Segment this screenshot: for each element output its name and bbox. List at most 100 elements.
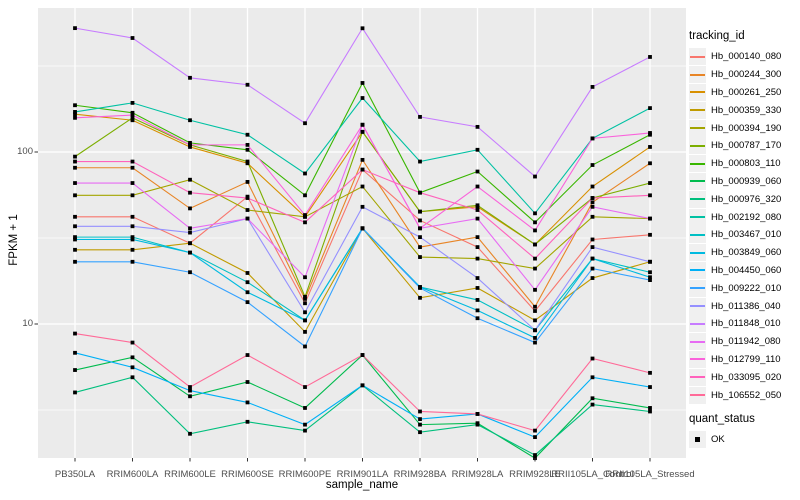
x-axis-title: sample_name (325, 479, 399, 491)
data-point (130, 355, 135, 360)
legend-item-Hb_000140_080: Hb_000140_080 (689, 48, 799, 66)
data-point (360, 184, 365, 189)
data-point (590, 266, 595, 271)
data-point (648, 55, 652, 59)
data-point (475, 256, 480, 261)
data-point (303, 213, 307, 217)
legend-item-Hb_000394_190: Hb_000394_190 (689, 119, 799, 137)
data-point (648, 370, 652, 375)
legend-item-label: Hb_000359_330 (711, 104, 782, 116)
data-point (475, 316, 480, 321)
data-point (303, 171, 307, 176)
data-point (475, 124, 480, 129)
data-point (418, 218, 422, 223)
legend-item-label: Hb_000244_300 (711, 69, 782, 81)
x-tick-label: RRIM600SE (221, 469, 274, 480)
legend-item-label: Hb_000787_170 (711, 140, 782, 152)
data-point (648, 275, 652, 280)
data-point (188, 431, 192, 436)
x-tick-label: RRII105LA_Stressed (605, 469, 695, 480)
data-point (590, 402, 595, 407)
data-point (533, 228, 537, 233)
data-point (73, 214, 77, 219)
legend-title-quant-status: quant_status (689, 412, 755, 425)
data-point (533, 309, 537, 313)
line-color-key-icon (689, 172, 706, 190)
data-point (73, 110, 77, 114)
legend-item-Hb_000803_110: Hb_000803_110 (689, 155, 799, 173)
data-point (360, 353, 365, 357)
data-point (648, 145, 652, 149)
legend-item-Hb_003467_010: Hb_003467_010 (689, 226, 799, 244)
data-point (648, 270, 652, 275)
legend-item-Hb_000976_320: Hb_000976_320 (689, 190, 799, 208)
data-point (73, 331, 77, 336)
data-point (360, 383, 365, 388)
data-point (590, 204, 595, 209)
data-point (418, 409, 422, 414)
line-color-key-icon (689, 48, 706, 66)
data-point (245, 147, 250, 152)
line-color-key-icon (689, 315, 706, 333)
data-point (73, 368, 77, 372)
data-point (648, 216, 652, 221)
legend-item-Hb_000244_300: Hb_000244_300 (689, 66, 799, 84)
data-point (648, 193, 652, 198)
data-point (360, 204, 365, 209)
data-point (130, 340, 135, 345)
legend-item-label: Hb_000803_110 (711, 158, 781, 170)
data-point (360, 167, 365, 172)
data-point (418, 159, 422, 164)
data-point (590, 85, 595, 89)
data-point (245, 300, 250, 305)
data-point (130, 259, 135, 264)
data-point (130, 165, 135, 170)
data-point (418, 235, 422, 240)
data-point (73, 165, 77, 170)
data-point (245, 208, 250, 212)
data-point (533, 328, 537, 333)
data-point (648, 406, 652, 410)
y-axis-title: FPKM + 1 (8, 214, 20, 266)
line-color-key-icon (689, 386, 706, 404)
legend-item-label: Hb_000976_320 (711, 193, 782, 205)
data-point (475, 147, 480, 152)
data-point (418, 422, 422, 427)
data-point (188, 177, 192, 182)
data-point (303, 344, 307, 349)
data-point (73, 259, 77, 264)
data-point (360, 226, 365, 231)
data-point (360, 122, 365, 127)
data-point (303, 296, 307, 301)
data-point (590, 256, 595, 261)
data-point (188, 270, 192, 275)
data-point (130, 214, 135, 219)
data-point (73, 237, 77, 242)
x-tick-label: PB350LA (54, 469, 96, 480)
data-point (590, 184, 595, 189)
data-point (648, 409, 652, 414)
data-point (130, 36, 135, 40)
legend-item-Hb_000261_250: Hb_000261_250 (689, 83, 799, 102)
data-point (188, 142, 192, 147)
legend-item-label: Hb_033095_020 (711, 371, 782, 383)
data-point (188, 190, 192, 195)
data-point (73, 390, 77, 395)
data-point (533, 340, 537, 345)
data-point (475, 286, 480, 290)
data-point (648, 106, 652, 110)
data-point (303, 220, 307, 225)
data-point (245, 159, 250, 164)
chart-canvas (34, 8, 686, 462)
data-point (303, 193, 307, 198)
data-point (475, 216, 480, 221)
data-point (475, 308, 480, 313)
data-point (590, 237, 595, 242)
data-point (533, 266, 537, 271)
data-point (590, 163, 595, 167)
data-point (188, 388, 192, 393)
data-point (130, 100, 135, 105)
data-point (73, 350, 77, 355)
data-point (130, 181, 135, 185)
